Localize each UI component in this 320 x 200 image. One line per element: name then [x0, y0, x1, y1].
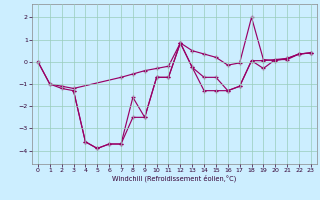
- X-axis label: Windchill (Refroidissement éolien,°C): Windchill (Refroidissement éolien,°C): [112, 175, 236, 182]
